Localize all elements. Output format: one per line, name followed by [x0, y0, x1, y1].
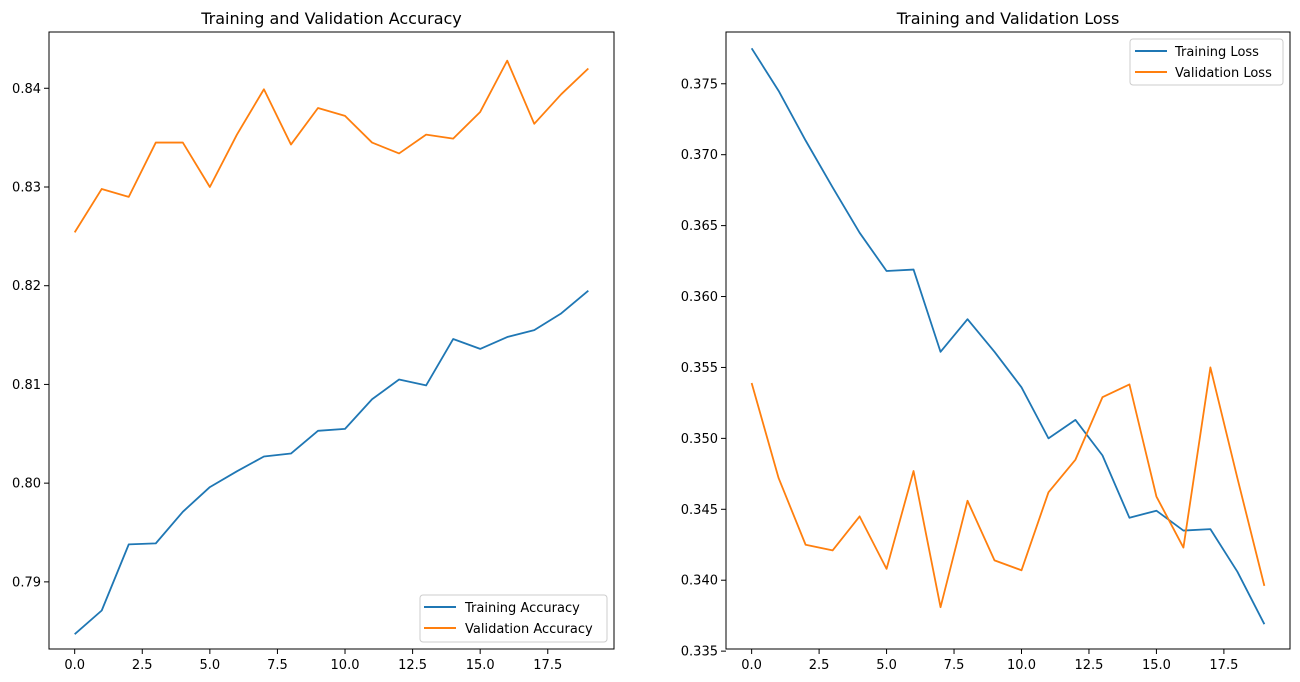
- accuracy-x-tick-label: 7.5: [267, 658, 288, 673]
- accuracy-y-tick-label: 0.82: [12, 279, 41, 294]
- loss-x-tick-label: 2.5: [809, 658, 830, 673]
- accuracy-y-tick-label: 0.79: [12, 575, 41, 590]
- loss-y-tick-label: 0.350: [681, 432, 718, 447]
- loss-x-tick-label: 12.5: [1074, 658, 1103, 673]
- loss-x-tick-label: 17.5: [1209, 658, 1238, 673]
- accuracy-chart-frame: [48, 31, 615, 650]
- accuracy-chart-ticks: 0.0 2.5 5.0 7.5 10.0 12.5 15.0 17.5 0.79 0.80 0.81…: [12, 82, 562, 673]
- legend-label-validation-loss: Validation Loss: [1175, 66, 1272, 81]
- accuracy-chart-title: Training and Validation Accuracy: [200, 9, 462, 28]
- loss-chart-legend: Training Loss Validation Loss: [1129, 38, 1284, 86]
- accuracy-y-tick-label: 0.84: [12, 82, 41, 97]
- loss-y-tick-label: 0.375: [681, 77, 718, 92]
- loss-x-tick-label: 10.0: [1007, 658, 1036, 673]
- loss-chart: Training and Validation Loss 0.0 2.5 5.0 7.…: [681, 9, 1291, 673]
- series-line-validation-loss: [750, 366, 1266, 609]
- loss-y-tick-label: 0.345: [681, 503, 718, 518]
- accuracy-x-tick-label: 2.5: [132, 658, 153, 673]
- accuracy-x-tick-label: 5.0: [200, 658, 221, 673]
- loss-y-tick-label: 0.370: [681, 148, 718, 163]
- loss-chart-title: Training and Validation Loss: [896, 9, 1120, 28]
- loss-y-tick-label: 0.360: [681, 290, 718, 305]
- loss-x-tick-label: 15.0: [1142, 658, 1171, 673]
- accuracy-legend-box: [419, 594, 608, 643]
- legend-label-validation-accuracy: Validation Accuracy: [465, 622, 593, 637]
- accuracy-x-tick-label: 15.0: [466, 658, 495, 673]
- loss-x-tick-label: 7.5: [944, 658, 965, 673]
- accuracy-x-tick-label: 17.5: [533, 658, 562, 673]
- loss-chart-frame: [725, 31, 1291, 650]
- accuracy-x-tick-label: 12.5: [398, 658, 427, 673]
- series-line-training-accuracy: [74, 289, 589, 635]
- loss-y-tick-label: 0.365: [681, 219, 718, 234]
- loss-legend-box: [1129, 38, 1284, 86]
- accuracy-chart: Training and Validation Accuracy 0.0 2.5 5…: [12, 9, 615, 673]
- loss-y-tick-label: 0.340: [681, 574, 718, 589]
- loss-x-tick-label: 5.0: [876, 658, 897, 673]
- accuracy-chart-legend: Training Accuracy Validation Accuracy: [419, 594, 608, 643]
- loss-chart-ticks: 0.0 2.5 5.0 7.5 10.0 12.5 15.0 17.5 0.335 0.340 0.…: [681, 77, 1239, 673]
- loss-chart-lines: [750, 47, 1266, 625]
- legend-label-training-loss: Training Loss: [1174, 45, 1259, 60]
- legend-label-training-accuracy: Training Accuracy: [464, 601, 580, 616]
- accuracy-y-tick-label: 0.80: [12, 477, 41, 492]
- series-line-validation-accuracy: [73, 59, 589, 233]
- loss-x-tick-label: 0.0: [741, 658, 762, 673]
- series-line-training-loss: [750, 47, 1266, 625]
- accuracy-chart-lines: [73, 59, 589, 635]
- accuracy-y-tick-label: 0.83: [12, 180, 41, 195]
- loss-y-tick-label: 0.355: [681, 361, 718, 376]
- accuracy-x-tick-label: 0.0: [64, 658, 85, 673]
- loss-y-tick-label: 0.335: [681, 645, 718, 660]
- accuracy-y-tick-label: 0.81: [12, 378, 41, 393]
- accuracy-x-tick-label: 10.0: [331, 658, 360, 673]
